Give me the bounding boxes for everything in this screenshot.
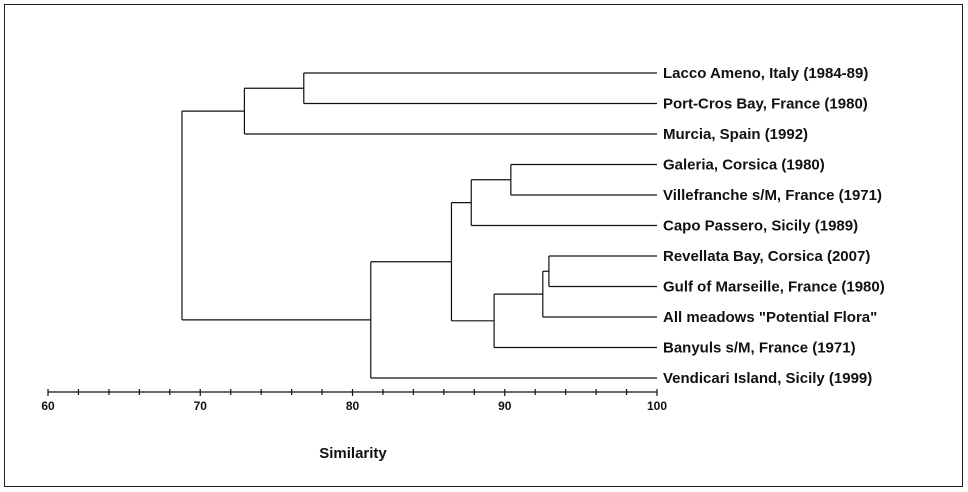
axis-tick-label: 90 — [498, 399, 512, 413]
axis-tick-label: 70 — [194, 399, 208, 413]
leaf-label: Gulf of Marseille, France (1980) — [663, 279, 885, 296]
leaf-label: Revellata Bay, Corsica (2007) — [663, 248, 870, 265]
leaf-label: Vendicari Island, Sicily (1999) — [663, 370, 872, 387]
leaf-labels: Lacco Ameno, Italy (1984-89) Port-Cros Ba… — [663, 65, 885, 387]
axis-tick-label: 60 — [41, 399, 55, 413]
similarity-axis: 60 70 80 90 100 — [41, 389, 667, 413]
leaf-label: Lacco Ameno, Italy (1984-89) — [663, 65, 868, 82]
leaf-label: All meadows "Potential Flora" — [663, 309, 877, 326]
figure-frame — [4, 4, 963, 487]
leaf-label: Galeria, Corsica (1980) — [663, 157, 825, 174]
leaf-label: Villefranche s/M, France (1971) — [663, 187, 882, 204]
axis-title: Similarity — [319, 445, 387, 462]
leaf-label: Port-Cros Bay, France (1980) — [663, 96, 868, 113]
leaf-label: Banyuls s/M, France (1971) — [663, 340, 856, 357]
dendrogram-tree — [181, 72, 657, 379]
leaf-label: Murcia, Spain (1992) — [663, 126, 808, 143]
axis-tick-label: 100 — [647, 399, 667, 413]
leaf-label: Capo Passero, Sicily (1989) — [663, 218, 858, 235]
axis-tick-label: 80 — [346, 399, 360, 413]
